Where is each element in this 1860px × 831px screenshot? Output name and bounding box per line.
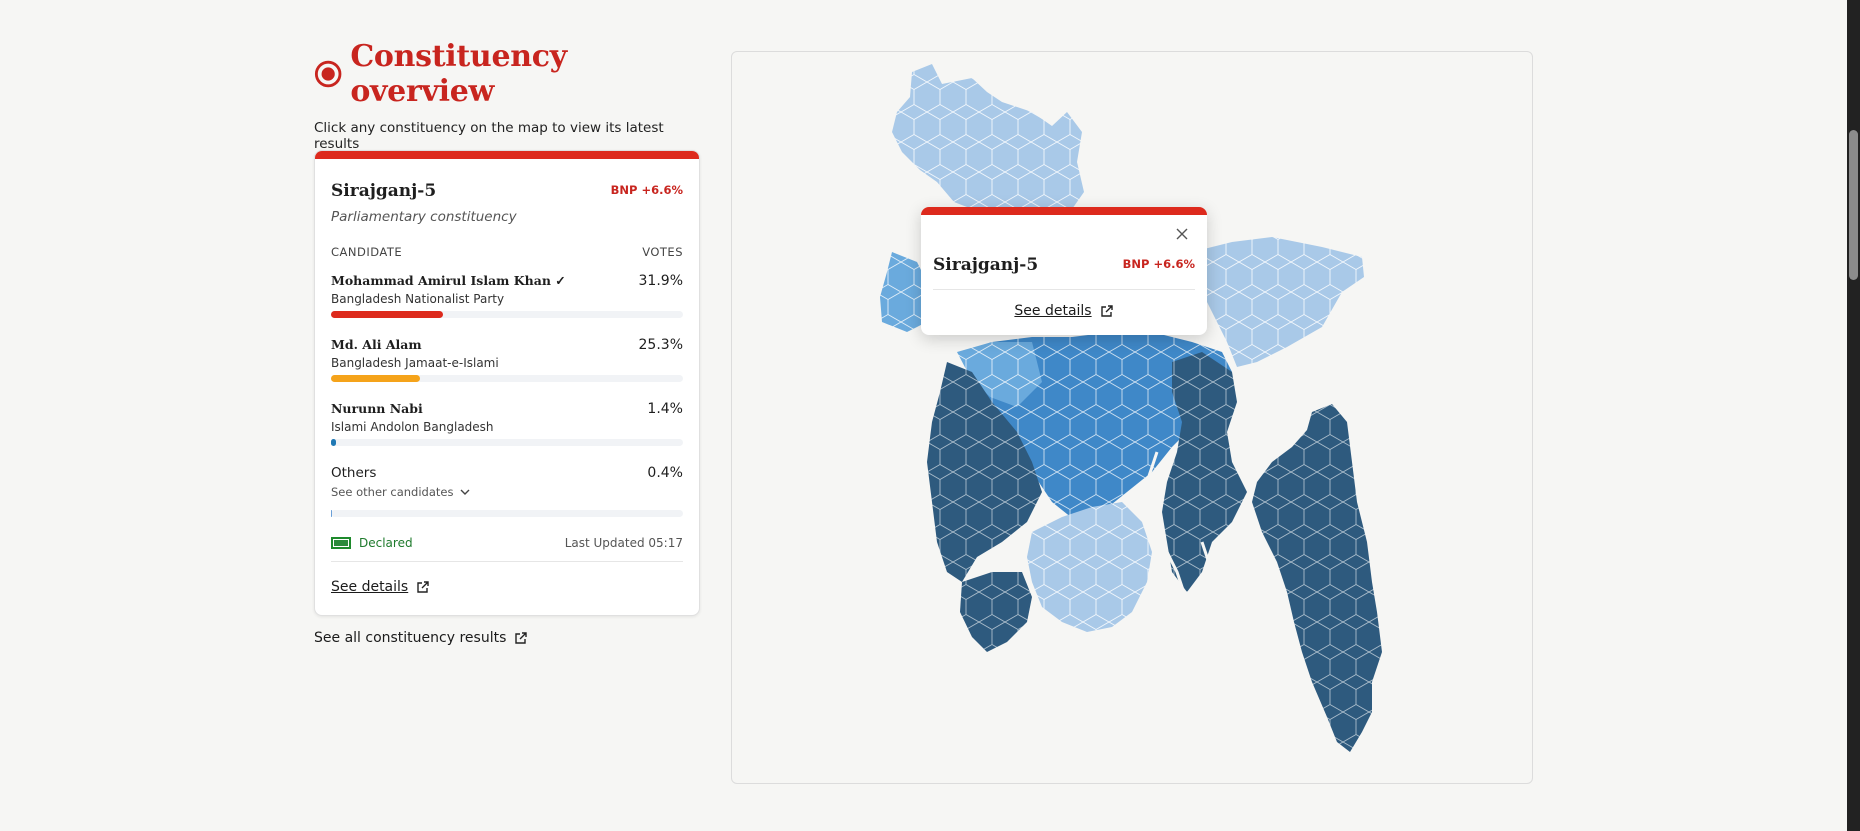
- region-west-dark[interactable]: [927, 362, 1042, 582]
- candidate-name: Mohammad Amirul Islam Khan ✓: [331, 273, 566, 288]
- card-see-details-label: See details: [331, 579, 409, 595]
- see-other-candidates-label: See other candidates: [331, 485, 454, 499]
- candidate-name: Md. Ali Alam: [331, 337, 422, 352]
- constituency-type: Parliamentary constituency: [331, 209, 517, 225]
- map-popup: Sirajganj-5 BNP +6.6% See details: [921, 207, 1207, 335]
- popup-accent-bar: [921, 207, 1207, 215]
- region-northeast[interactable]: [1192, 237, 1364, 367]
- candidate-name: Nurunn Nabi: [331, 401, 423, 416]
- candidate-row: Mohammad Amirul Islam Khan ✓ Bangladesh …: [331, 273, 683, 333]
- candidate-party: Islami Andolon Bangladesh: [331, 420, 494, 434]
- chevron-down-icon: [460, 489, 470, 495]
- popup-divider: [933, 289, 1195, 290]
- all-results-label: See all constituency results: [314, 630, 507, 646]
- scrollbar-track[interactable]: [1847, 0, 1860, 831]
- status-label: Declared: [359, 536, 413, 550]
- map-panel: [731, 51, 1533, 784]
- external-link-icon: [417, 581, 429, 593]
- candidate-share: 31.9%: [638, 273, 683, 289]
- share-bar-track: [331, 510, 683, 517]
- target-icon: [314, 60, 342, 88]
- region-west[interactable]: [880, 252, 932, 332]
- region-northwest[interactable]: [892, 64, 1084, 230]
- all-results-link[interactable]: See all constituency results: [314, 630, 528, 646]
- region-central-light[interactable]: [957, 342, 1042, 407]
- candidate-share: 25.3%: [638, 337, 683, 353]
- region-southwest[interactable]: [1027, 502, 1152, 632]
- share-bar-track: [331, 375, 683, 382]
- share-bar-fill: [331, 510, 333, 517]
- votes-column-header: VOTES: [642, 245, 683, 259]
- page-subtitle: Click any constituency on the map to vie…: [314, 120, 664, 152]
- popup-constituency-name: Sirajganj-5: [933, 255, 1039, 275]
- page-title: Constituency overview: [350, 39, 567, 109]
- candidate-column-header: CANDIDATE: [331, 245, 403, 259]
- popup-see-details-label: See details: [1014, 303, 1092, 319]
- candidate-party: Bangladesh Nationalist Party: [331, 292, 505, 306]
- popup-see-details-link[interactable]: See details: [921, 303, 1207, 319]
- external-link-icon: [515, 632, 528, 644]
- candidate-party: Bangladesh Jamaat-e-Islami: [331, 356, 499, 370]
- card-accent-bar: [315, 151, 699, 159]
- candidate-row: Nurunn Nabi Islami Andolon Bangladesh 1.…: [331, 401, 683, 461]
- result-card: Sirajganj-5 BNP +6.6% Parliamentary cons…: [314, 150, 700, 616]
- candidate-row: Md. Ali Alam Bangladesh Jamaat-e-Islami …: [331, 337, 683, 397]
- region-southeast[interactable]: [1252, 404, 1382, 752]
- title-row: Constituency overview: [314, 39, 700, 109]
- declared-status-icon: [331, 537, 351, 549]
- share-bar-track: [331, 439, 683, 446]
- lead-badge: BNP +6.6%: [610, 183, 683, 197]
- share-bar-fill: [331, 439, 336, 446]
- share-bar-track: [331, 311, 683, 318]
- share-bar-fill: [331, 311, 444, 318]
- scrollbar-thumb[interactable]: [1849, 130, 1858, 280]
- region-sundarbans[interactable]: [960, 572, 1032, 652]
- share-bar-fill: [331, 375, 421, 382]
- constituency-name: Sirajganj-5: [331, 181, 437, 201]
- card-divider: [331, 561, 683, 562]
- last-updated: Last Updated 05:17: [564, 536, 683, 550]
- left-column: Constituency overview Click any constitu…: [314, 39, 700, 152]
- see-other-candidates[interactable]: See other candidates: [331, 485, 471, 499]
- region-east-dark[interactable]: [1162, 352, 1247, 592]
- popup-lead-badge: BNP +6.6%: [1122, 257, 1195, 271]
- constituency-map[interactable]: [732, 52, 1532, 783]
- status-row: Declared Last Updated 05:17: [331, 533, 683, 553]
- others-label: Others: [331, 465, 377, 481]
- river-lines: [1145, 451, 1229, 603]
- close-icon[interactable]: [1175, 227, 1189, 241]
- others-row: Others See other candidates 0.4%: [331, 465, 683, 527]
- others-share: 0.4%: [647, 465, 683, 481]
- candidate-share: 1.4%: [647, 401, 683, 417]
- card-see-details-link[interactable]: See details: [331, 579, 430, 595]
- external-link-icon: [1100, 305, 1113, 317]
